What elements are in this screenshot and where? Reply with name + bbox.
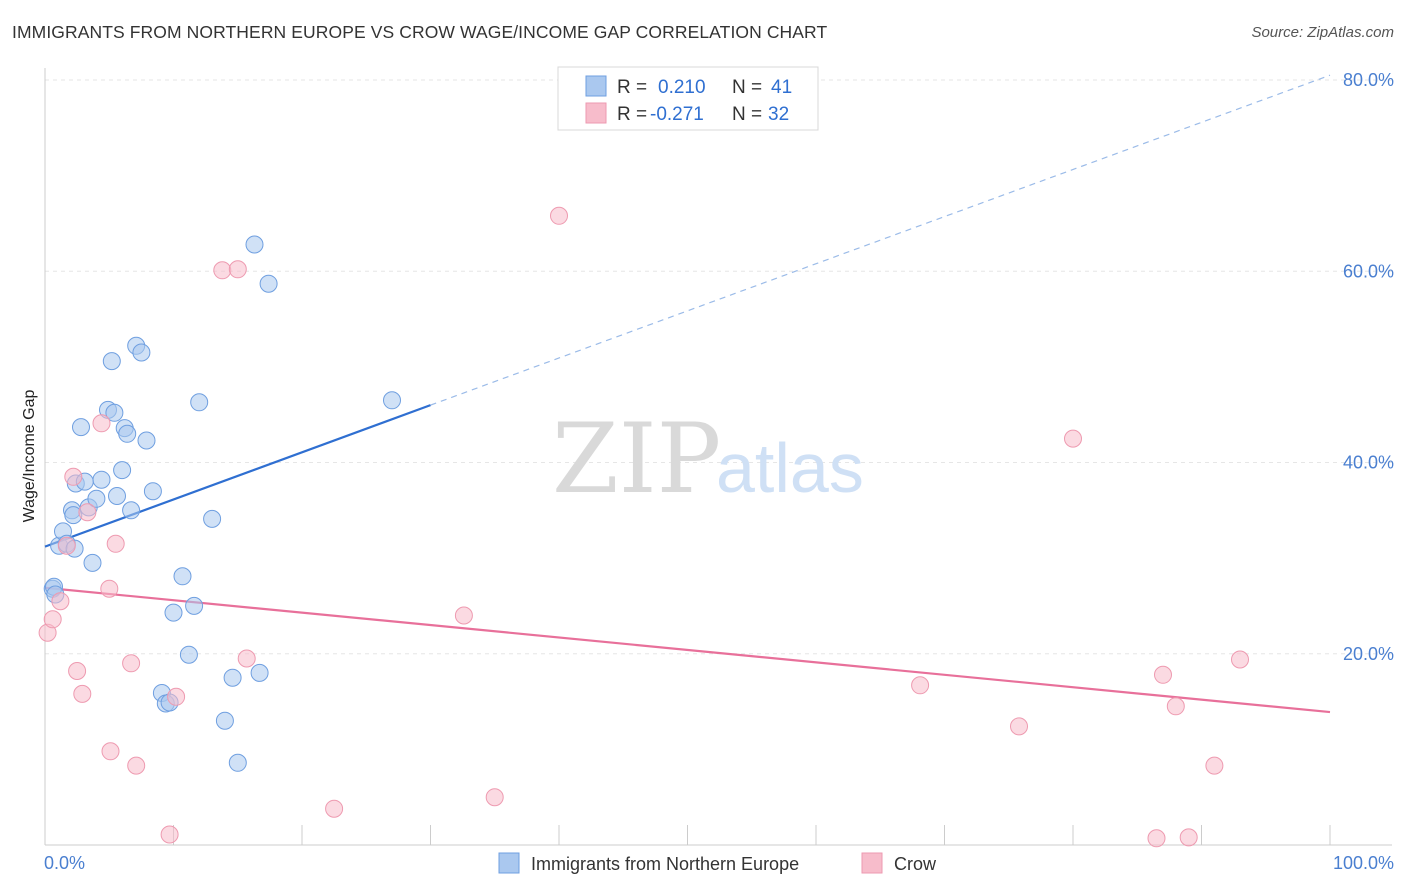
trend-line-northern-europe bbox=[44, 404, 431, 548]
point-northern-europe bbox=[105, 403, 124, 422]
point-crow bbox=[325, 799, 344, 818]
x-tick-label: 100.0% bbox=[1333, 853, 1394, 873]
legend-r-label: R = bbox=[617, 77, 647, 98]
point-northern-europe bbox=[228, 753, 247, 772]
legend-top: R = 0.210 N = 41 R = -0.271 N = 32 bbox=[557, 66, 819, 131]
point-northern-europe bbox=[164, 603, 183, 622]
legend-n-label: N = bbox=[732, 104, 762, 125]
y-tick-labels: 20.0% 40.0% 60.0% 80.0% bbox=[1343, 70, 1394, 664]
chart-title: IMMIGRANTS FROM NORTHERN EUROPE VS CROW … bbox=[12, 22, 828, 42]
point-northern-europe bbox=[113, 461, 132, 480]
x-tick-labels: 0.0% 100.0% bbox=[44, 853, 1394, 873]
source-label: Source: ZipAtlas.com bbox=[1251, 24, 1394, 41]
legend-r-value: 0.210 bbox=[658, 77, 706, 98]
data-points bbox=[38, 206, 1249, 848]
point-northern-europe bbox=[383, 391, 401, 410]
point-northern-europe bbox=[132, 343, 151, 362]
legend-n-value: 41 bbox=[771, 77, 792, 98]
point-crow bbox=[1010, 717, 1028, 736]
watermark: ZIP atlas bbox=[552, 403, 864, 515]
point-northern-europe bbox=[83, 553, 102, 572]
point-crow bbox=[167, 687, 186, 706]
point-crow bbox=[51, 592, 70, 611]
point-crow bbox=[160, 825, 179, 844]
point-crow bbox=[213, 261, 232, 280]
point-crow bbox=[73, 684, 92, 703]
point-northern-europe bbox=[179, 645, 198, 664]
point-crow bbox=[1166, 697, 1185, 716]
y-tick-label: 20.0% bbox=[1343, 644, 1394, 664]
point-northern-europe bbox=[108, 487, 126, 505]
y-tick-label: 80.0% bbox=[1343, 70, 1394, 90]
trend-line-extension bbox=[430, 74, 1331, 406]
point-crow bbox=[92, 414, 111, 433]
point-northern-europe bbox=[259, 274, 278, 293]
point-crow bbox=[101, 742, 120, 761]
point-crow bbox=[43, 610, 62, 629]
y-tick-label: 40.0% bbox=[1343, 453, 1394, 473]
point-crow bbox=[78, 503, 97, 522]
legend-bottom-swatch-pink bbox=[861, 852, 883, 874]
point-crow bbox=[454, 606, 473, 625]
legend-bottom-label-pink: Crow bbox=[894, 854, 937, 874]
point-northern-europe bbox=[122, 501, 141, 520]
point-northern-europe bbox=[87, 489, 106, 508]
legend-bottom-swatch-blue bbox=[498, 852, 520, 874]
point-northern-europe bbox=[92, 470, 111, 489]
point-crow bbox=[106, 534, 125, 553]
point-northern-europe bbox=[118, 424, 137, 443]
y-axis-label: Wage/Income Gap bbox=[21, 390, 38, 523]
legend-swatch-blue bbox=[585, 75, 607, 97]
y-tick-label: 60.0% bbox=[1343, 261, 1394, 281]
legend-n-value: 32 bbox=[768, 104, 789, 125]
trend-line-crow bbox=[44, 586, 1331, 714]
point-northern-europe bbox=[245, 235, 264, 254]
point-northern-europe bbox=[173, 567, 192, 586]
point-crow bbox=[485, 788, 504, 807]
point-crow bbox=[68, 662, 87, 680]
point-northern-europe bbox=[143, 482, 162, 501]
point-crow bbox=[1154, 665, 1172, 684]
legend-n-label: N = bbox=[732, 77, 762, 98]
point-northern-europe bbox=[185, 596, 204, 615]
point-crow bbox=[1064, 429, 1082, 448]
legend-bottom: Immigrants from Northern Europe Crow bbox=[498, 852, 937, 874]
point-crow bbox=[57, 536, 76, 555]
point-crow bbox=[100, 579, 119, 598]
point-northern-europe bbox=[137, 431, 156, 450]
legend-bottom-label-blue: Immigrants from Northern Europe bbox=[531, 854, 799, 874]
watermark-atlas: atlas bbox=[716, 429, 864, 507]
point-crow bbox=[1147, 829, 1166, 848]
point-crow bbox=[1231, 650, 1249, 669]
point-northern-europe bbox=[72, 418, 90, 437]
point-crow bbox=[550, 206, 568, 225]
point-northern-europe bbox=[223, 668, 242, 687]
gridlines bbox=[45, 79, 1392, 655]
x-tick-label: 0.0% bbox=[44, 853, 85, 873]
watermark-zip: ZIP bbox=[552, 403, 721, 515]
point-northern-europe bbox=[215, 711, 234, 730]
point-northern-europe bbox=[190, 393, 209, 412]
legend-swatch-pink bbox=[585, 102, 607, 124]
point-crow bbox=[911, 676, 930, 695]
point-crow bbox=[64, 467, 83, 486]
point-crow bbox=[1205, 756, 1224, 775]
point-crow bbox=[127, 756, 146, 775]
point-northern-europe bbox=[102, 352, 121, 371]
point-northern-europe bbox=[203, 509, 222, 528]
point-northern-europe bbox=[250, 663, 269, 682]
point-crow bbox=[1179, 828, 1198, 847]
point-crow bbox=[122, 654, 141, 673]
legend-r-label: R = bbox=[617, 104, 647, 125]
point-crow bbox=[237, 649, 256, 668]
legend-r-value: -0.271 bbox=[650, 104, 704, 125]
point-crow bbox=[228, 260, 247, 279]
trend-lines bbox=[44, 74, 1331, 714]
